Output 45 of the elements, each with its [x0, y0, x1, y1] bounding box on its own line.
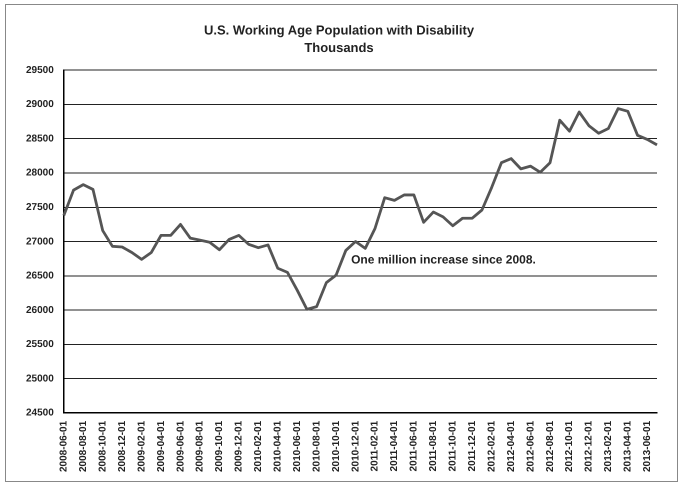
x-tick-label: 2010-10-01 — [330, 420, 342, 472]
x-tick-label: 2008-08-01 — [78, 420, 90, 472]
x-tick-label: 2010-02-01 — [253, 420, 264, 472]
x-tick-label: 2012-12-01 — [584, 420, 595, 472]
x-tick-label: 2012-02-01 — [486, 420, 498, 472]
x-tick-label: 2011-10-01 — [448, 420, 459, 472]
x-tick-label: 2010-06-01 — [292, 420, 303, 472]
x-tick-label: 2011-06-01 — [408, 420, 420, 472]
x-tick-label: 2012-04-01 — [506, 420, 517, 472]
x-tick-label: 2011-04-01 — [389, 420, 400, 472]
chart-title: U.S. Working Age Population with Disability — [204, 22, 475, 38]
x-tick-label: 2011-02-01 — [370, 420, 381, 472]
y-tick-label: 25000 — [26, 373, 54, 384]
x-tick-label: 2010-04-01 — [272, 420, 284, 472]
x-tick-label: 2013-04-01 — [622, 420, 634, 472]
x-tick-label: 2009-08-01 — [194, 420, 206, 472]
x-tick-label: 2009-04-01 — [156, 420, 167, 472]
chart-subtitle: Thousands — [304, 40, 374, 55]
y-tick-label: 28500 — [26, 133, 54, 144]
y-tick-label: 24500 — [26, 408, 54, 419]
x-tick-label: 2008-12-01 — [116, 420, 128, 472]
x-tick-label: 2009-10-01 — [214, 420, 226, 472]
x-tick-label: 2012-10-01 — [564, 420, 576, 472]
y-tick-label: 26500 — [26, 270, 54, 282]
x-tick-label: 2013-02-01 — [603, 420, 614, 472]
x-tick-label: 2012-06-01 — [525, 420, 536, 472]
x-tick-label: 2010-08-01 — [311, 420, 322, 472]
y-tick-label: 28000 — [26, 168, 54, 179]
x-tick-label: 2008-10-01 — [97, 420, 108, 472]
x-tick-label: 2010-12-01 — [350, 420, 362, 472]
y-tick-label: 26000 — [26, 304, 54, 316]
x-tick-label: 2012-08-01 — [544, 420, 556, 472]
x-tick-label: 2013-06-01 — [642, 420, 654, 472]
y-tick-label: 27500 — [26, 202, 54, 214]
y-tick-label: 29000 — [26, 99, 54, 110]
x-tick-label: 2011-12-01 — [466, 420, 478, 472]
x-tick-label: 2009-12-01 — [234, 420, 245, 472]
y-tick-label: 29500 — [26, 64, 54, 76]
x-tick-label: 2011-08-01 — [428, 420, 440, 472]
x-tick-label: 2009-02-01 — [136, 420, 148, 472]
y-tick-label: 27000 — [26, 236, 54, 248]
y-tick-label: 25500 — [26, 339, 54, 350]
x-tick-label: 2008-06-01 — [58, 420, 70, 472]
annotation: One million increase since 2008. — [351, 252, 536, 267]
x-tick-label: 2009-06-01 — [175, 420, 186, 472]
